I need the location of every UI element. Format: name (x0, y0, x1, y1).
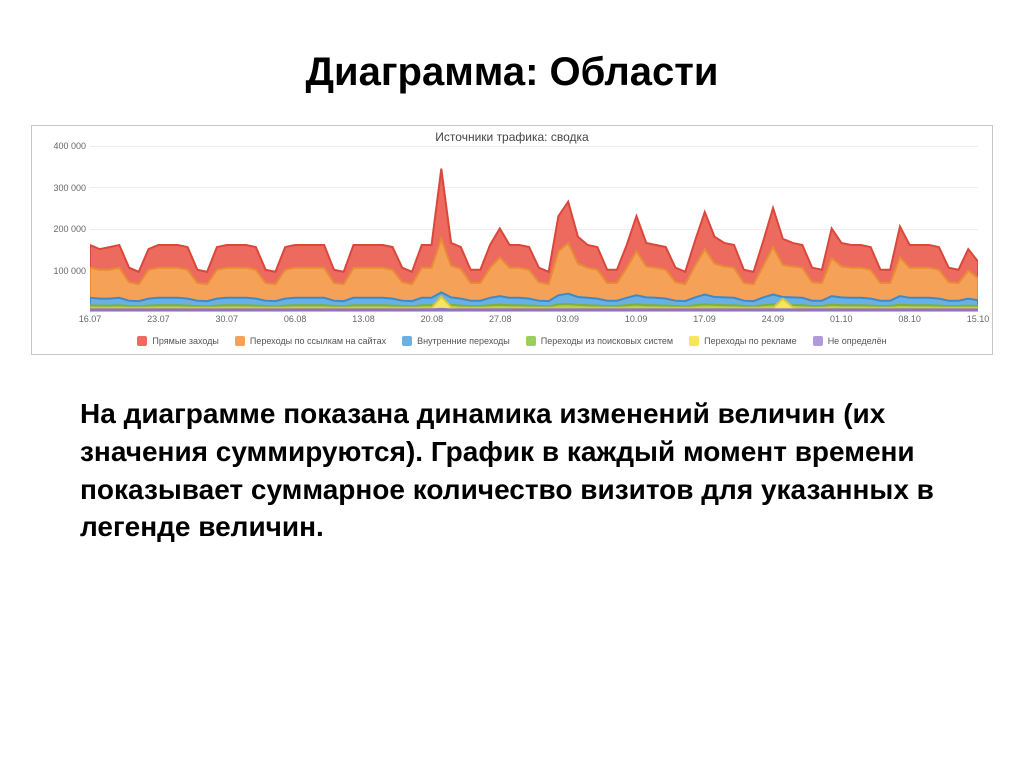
legend-item: Переходы из поисковых систем (526, 336, 673, 346)
slide: Диаграмма: Области Источники трафика: св… (0, 0, 1024, 767)
legend-swatch (526, 336, 536, 346)
legend-item: Внутренние переходы (402, 336, 510, 346)
x-tick-label: 24.09 (762, 314, 785, 324)
legend-label: Не определён (828, 336, 887, 346)
x-axis: 16.0723.0730.0706.0813.0820.0827.0803.09… (90, 314, 978, 326)
x-tick-label: 03.09 (556, 314, 579, 324)
y-tick-label: 200 000 (53, 224, 86, 234)
legend-item: Переходы по ссылкам на сайтах (235, 336, 386, 346)
legend-item: Прямые заходы (137, 336, 218, 346)
legend-label: Переходы по ссылкам на сайтах (250, 336, 386, 346)
legend-swatch (235, 336, 245, 346)
chart-container: Источники трафика: сводка 100 000 200 000… (31, 125, 993, 355)
x-tick-label: 06.08 (284, 314, 307, 324)
y-tick-label: 300 000 (53, 183, 86, 193)
x-tick-label: 20.08 (421, 314, 444, 324)
x-tick-label: 17.09 (693, 314, 716, 324)
y-axis: 100 000200 000300 000400 000 (42, 146, 88, 314)
area-series (90, 309, 978, 311)
legend-label: Внутренние переходы (417, 336, 510, 346)
chart-svg (90, 146, 978, 311)
legend: Прямые заходы Переходы по ссылкам на сайт… (32, 330, 992, 354)
x-tick-label: 30.07 (215, 314, 238, 324)
legend-swatch (137, 336, 147, 346)
legend-swatch (813, 336, 823, 346)
legend-label: Прямые заходы (152, 336, 218, 346)
legend-label: Переходы из поисковых систем (541, 336, 673, 346)
legend-item: Не определён (813, 336, 887, 346)
slide-body-text: На диаграмме показана динамика изменений… (80, 395, 960, 546)
x-tick-label: 01.10 (830, 314, 853, 324)
legend-swatch (402, 336, 412, 346)
legend-label: Переходы по рекламе (704, 336, 797, 346)
slide-title: Диаграмма: Области (30, 50, 994, 95)
chart-body: 100 000200 000300 000400 000 16.0723.073… (42, 146, 982, 326)
legend-item: Переходы по рекламе (689, 336, 797, 346)
legend-swatch (689, 336, 699, 346)
x-tick-label: 23.07 (147, 314, 170, 324)
y-tick-label: 100 000 (53, 266, 86, 276)
x-tick-label: 08.10 (898, 314, 921, 324)
y-tick-label: 400 000 (53, 141, 86, 151)
x-tick-label: 15.10 (967, 314, 990, 324)
x-tick-label: 13.08 (352, 314, 375, 324)
x-tick-label: 10.09 (625, 314, 648, 324)
chart-title: Источники трафика: сводка (32, 126, 992, 146)
x-tick-label: 27.08 (489, 314, 512, 324)
plot-area (90, 146, 978, 312)
x-tick-label: 16.07 (79, 314, 102, 324)
